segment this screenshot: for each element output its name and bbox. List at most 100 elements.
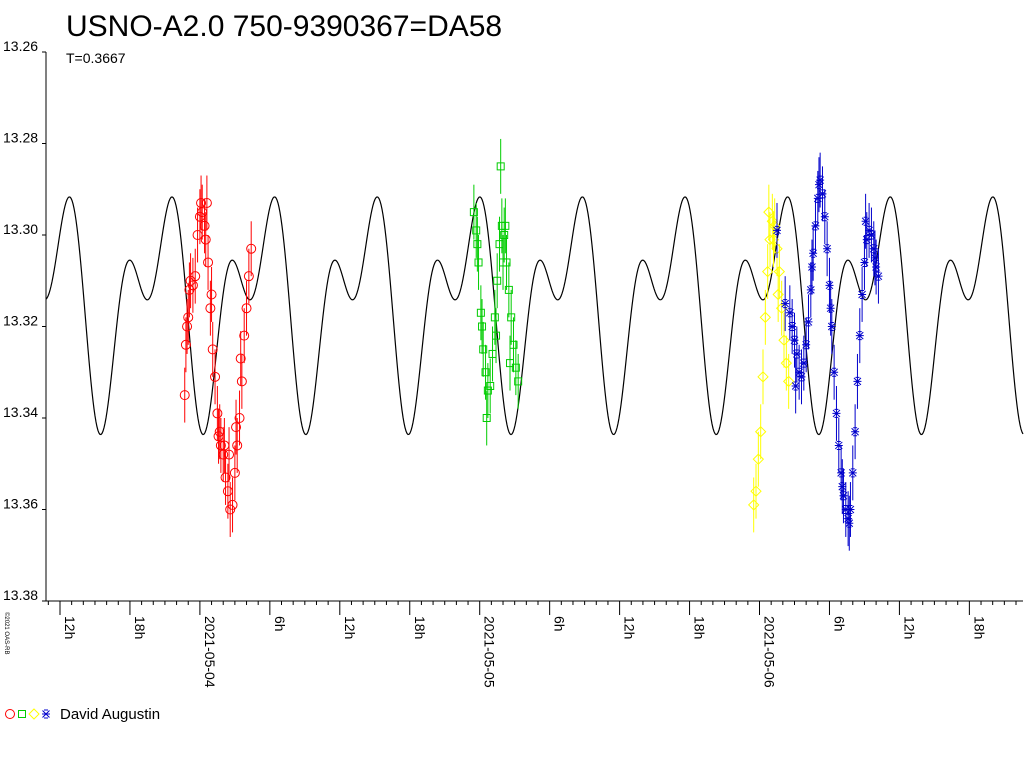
data-point-circle [231, 422, 242, 433]
data-point-diamond [778, 334, 790, 346]
data-point-star [870, 253, 879, 263]
x-tick-label: 12h [622, 616, 638, 639]
data-point-circle [190, 271, 201, 282]
data-point-star [825, 280, 834, 290]
data-point-star [813, 193, 822, 203]
data-point-square [473, 240, 482, 249]
legend-markers [5, 708, 50, 720]
data-point-square [501, 221, 510, 230]
data-point-star [802, 340, 811, 350]
data-point-star [860, 257, 869, 267]
data-point-star [827, 322, 836, 331]
data-point-circle [183, 312, 194, 323]
data-point-diamond [763, 206, 775, 218]
y-tick-label: 13.28 [3, 130, 38, 146]
data-point-square [482, 414, 491, 422]
data-point-circle [234, 413, 245, 423]
data-point-star [846, 505, 855, 514]
data-point-star [861, 216, 870, 226]
data-point-circle [210, 371, 221, 382]
data-point-diamond [757, 371, 769, 383]
data-point-star [872, 262, 881, 272]
data-point-star [848, 468, 857, 478]
data-point-star [855, 331, 864, 341]
data-point-diamond [761, 265, 774, 278]
x-tick-label: 18h [132, 616, 148, 639]
y-tick-label: 13.32 [3, 313, 38, 329]
data-point-circle [232, 440, 243, 451]
data-point-square [474, 258, 483, 267]
x-tick-label: 2021-05-06 [762, 616, 778, 688]
data-point-square [507, 313, 516, 322]
data-point-star [853, 376, 862, 386]
x-tick-label: 12h [62, 616, 78, 639]
data-point-circle [180, 339, 191, 350]
data-point-circle [243, 271, 254, 282]
data-point-star [790, 335, 799, 345]
y-tick-label: 13.26 [3, 38, 38, 54]
data-point-star [814, 180, 823, 190]
data-point-square [472, 226, 481, 235]
data-point-star [788, 322, 797, 331]
data-point-star [874, 271, 883, 281]
x-tick-label: 6h [552, 616, 568, 632]
data-point-square [496, 162, 505, 171]
data-point-star [785, 308, 794, 318]
data-point-square [18, 710, 26, 718]
x-tick-label: 6h [831, 616, 847, 632]
data-point-square [514, 377, 523, 386]
data-point-circle [179, 390, 190, 401]
copyright-note: ©2021 OAS-RB [3, 612, 9, 655]
data-point-star [804, 317, 813, 327]
period-label: T=0.3667 [66, 50, 126, 66]
data-point-square [500, 231, 509, 239]
data-point-circle [235, 353, 246, 364]
x-tick-labels: 12h 18h 2021-05-04 6h 12h 18h 2021-05-05 6h 12h 1… [62, 616, 987, 688]
data-point-diamond [780, 357, 793, 369]
data-point-circle [212, 408, 223, 419]
data-point-circle [220, 472, 231, 483]
data-point-star [837, 468, 846, 478]
y-tick-label: 13.30 [3, 221, 38, 237]
data-point-square [486, 381, 495, 390]
data-point-square [479, 345, 488, 354]
data-point-star [839, 491, 848, 501]
data-point-star [816, 175, 825, 185]
data-point-square [493, 276, 502, 285]
data-point-star [865, 225, 874, 235]
data-point-diamond [759, 311, 772, 324]
data-point-diamond [773, 265, 786, 278]
series-diamond [747, 184, 795, 533]
data-point-circle [206, 289, 217, 300]
legend: David Augustin [4, 704, 160, 724]
data-point-diamond [752, 453, 765, 465]
data-point-square [469, 208, 478, 217]
data-point-circle [203, 257, 214, 268]
chart-title: USNO-A2.0 750-9390367=DA58 [66, 10, 503, 43]
y-tick-labels: 13.26 13.28 13.30 13.32 13.34 13.36 13.38 [3, 38, 38, 603]
data-point-square [511, 363, 520, 372]
data-point-star [799, 358, 808, 368]
x-tick-label: 6h [272, 616, 288, 632]
data-point-circle [205, 303, 216, 314]
model-curve [45, 196, 1024, 436]
data-point-star [867, 230, 876, 240]
data-point-circle [215, 440, 226, 451]
data-point-star [826, 303, 835, 313]
data-point-diamond [772, 288, 784, 301]
data-point-circle [199, 220, 210, 231]
data-point-circle [225, 504, 236, 515]
data-point-star [773, 225, 782, 235]
x-tick-label: 18h [971, 616, 987, 639]
data-point-circle [236, 376, 247, 387]
data-point-square [492, 331, 501, 340]
data-point-star [823, 244, 832, 254]
data-point-star [806, 285, 815, 295]
data-point-star [845, 518, 854, 528]
data-point-star [830, 367, 839, 377]
x-tick-label: 18h [412, 616, 428, 639]
legend-marker-space [4, 706, 56, 722]
data-point-circle [196, 197, 207, 208]
data-point-star [844, 514, 853, 524]
data-point-star [841, 505, 850, 514]
